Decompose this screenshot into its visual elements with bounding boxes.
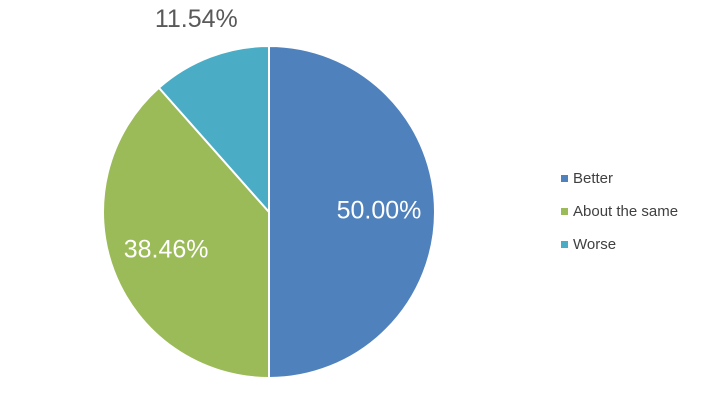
legend-label: Better <box>573 170 613 187</box>
data-label: 38.46% <box>124 236 209 264</box>
pie-slice <box>102 86 270 380</box>
legend-label: Worse <box>573 236 616 253</box>
legend-marker <box>561 241 568 248</box>
legend-marker <box>561 175 568 182</box>
legend-marker <box>561 208 568 215</box>
pie-slice <box>157 44 270 215</box>
data-label: 50.00% <box>337 197 422 225</box>
data-label: 11.54% <box>155 5 238 33</box>
legend-label: About the same <box>573 203 678 220</box>
pie-slice <box>268 44 436 380</box>
